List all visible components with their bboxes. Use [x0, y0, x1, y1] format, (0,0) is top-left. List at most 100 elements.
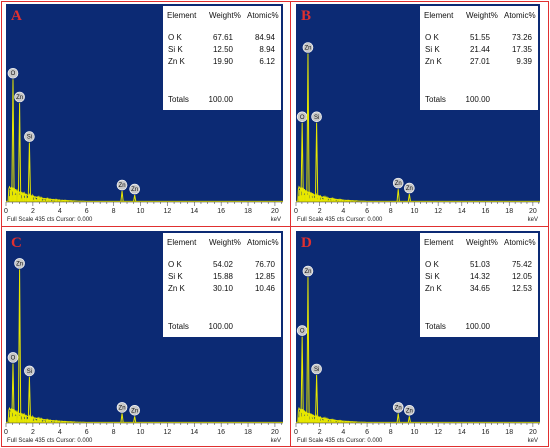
- x-tick-label: 0: [294, 208, 298, 215]
- x-axis-unit: keV: [271, 438, 281, 444]
- x-tick-label: 4: [58, 208, 62, 215]
- x-tick-label: 4: [341, 208, 345, 215]
- totals-value: 100.00: [209, 95, 234, 104]
- scale-footer: Full Scale 435 cts Cursor: 0.000: [297, 217, 383, 223]
- x-axis-unit: keV: [271, 217, 281, 223]
- table-header: Weight%: [466, 238, 498, 247]
- x-tick-label: 2: [318, 429, 322, 436]
- scale-footer: Full Scale 435 cts Cursor: 0.000: [297, 438, 383, 444]
- peak-marker-3: [116, 179, 128, 191]
- x-tick-label: 6: [365, 429, 369, 436]
- peak-label-4: Zn: [131, 408, 138, 414]
- peak-label-4: Zn: [406, 186, 413, 192]
- table-cell: 51.55: [470, 33, 491, 42]
- table-cell: Zn K: [425, 284, 443, 293]
- table-cell: 76.70: [255, 260, 276, 269]
- peak-marker-1: [14, 91, 25, 103]
- x-tick-label: 10: [137, 208, 145, 215]
- x-tick-label: 18: [244, 208, 252, 215]
- totals-value: 100.00: [209, 322, 234, 331]
- peak-marker-0: [7, 67, 19, 79]
- composition-table: [420, 233, 538, 337]
- horizontal-divider: [1, 226, 549, 227]
- table-cell: O K: [168, 33, 182, 42]
- composition-table: [163, 233, 281, 337]
- x-tick-label: 8: [112, 208, 116, 215]
- eds-chart-d: O Zn Si Zn Zn 0 2 4 6 8 10 12 14 16 18 20 keV Full Scale …: [294, 231, 540, 444]
- spectrum-background: [6, 185, 283, 202]
- table-header: Atomic%: [247, 238, 279, 247]
- x-tick-label: 12: [163, 208, 171, 215]
- eds-chart-b: O Zn Si Zn Zn 0 2 4 6 8 10 12 14 16 18 20 keV Full Scale …: [294, 4, 540, 223]
- totals-value: 100.00: [466, 95, 491, 104]
- table-cell: 27.01: [470, 57, 491, 66]
- peak-label-1: Zn: [16, 95, 23, 101]
- table-cell: 14.32: [470, 272, 491, 281]
- x-tick-label: 20: [529, 429, 537, 436]
- x-tick-label: 10: [137, 429, 145, 436]
- table-cell: Si K: [168, 45, 183, 54]
- peak-label-0: O: [11, 355, 16, 361]
- x-tick-label: 20: [271, 429, 279, 436]
- table-cell: 84.94: [255, 33, 276, 42]
- x-tick-label: 0: [4, 208, 8, 215]
- x-tick-label: 2: [31, 429, 35, 436]
- x-tick-label: 6: [85, 208, 89, 215]
- spectrum-peak-0: [300, 336, 304, 424]
- table-header: Atomic%: [504, 238, 536, 247]
- peak-label-2: Si: [314, 367, 319, 373]
- spectrum-background: [296, 185, 540, 202]
- table-cell: Zn K: [168, 284, 186, 293]
- x-tick-label: 12: [434, 208, 442, 215]
- panel-letter: B: [301, 8, 311, 24]
- peak-label-1: Zn: [16, 261, 23, 267]
- x-tick-label: 20: [271, 208, 279, 215]
- totals-label: Totals: [168, 95, 189, 104]
- x-tick-label: 0: [294, 429, 298, 436]
- table-cell: 15.88: [213, 272, 234, 281]
- table-cell: 51.03: [470, 260, 491, 269]
- table-cell: O K: [425, 33, 439, 42]
- peak-label-3: Zn: [119, 405, 126, 411]
- vertical-divider: [290, 1, 291, 447]
- x-tick-label: 18: [505, 208, 513, 215]
- x-tick-label: 0: [4, 429, 8, 436]
- spectrum-peak-2: [27, 376, 32, 424]
- table-header: Weight%: [466, 11, 498, 20]
- eds-chart-a: O Zn Si Zn Zn 0 2 4 6 8 10 12 14 16 18 20 keV Full Scale …: [4, 4, 283, 223]
- table-header: Atomic%: [504, 11, 536, 20]
- panel-letter: D: [301, 235, 312, 251]
- table-header: Element: [424, 238, 454, 247]
- peak-label-4: Zn: [406, 408, 413, 414]
- table-cell: 73.26: [512, 33, 533, 42]
- scale-footer: Full Scale 435 cts Cursor: 0.000: [7, 438, 93, 444]
- table-cell: 17.35: [512, 45, 533, 54]
- x-axis-unit: keV: [528, 217, 538, 223]
- table-cell: 6.12: [259, 57, 275, 66]
- spectrum-peak-0: [300, 122, 304, 203]
- x-tick-label: 4: [58, 429, 62, 436]
- peak-marker-2: [311, 363, 322, 375]
- table-cell: 54.02: [213, 260, 234, 269]
- peak-marker-1: [14, 258, 25, 269]
- table-header: Weight%: [209, 11, 241, 20]
- peak-label-2: Si: [27, 135, 32, 141]
- x-tick-label: 8: [112, 429, 116, 436]
- peak-marker-2: [24, 365, 35, 377]
- table-cell: 75.42: [512, 260, 533, 269]
- peak-marker-3: [116, 402, 128, 413]
- peak-label-2: Si: [27, 369, 32, 375]
- table-header: Element: [167, 238, 197, 247]
- x-tick-label: 8: [389, 429, 393, 436]
- x-tick-label: 2: [31, 208, 35, 215]
- peak-marker-2: [24, 131, 35, 142]
- table-cell: 12.50: [213, 45, 234, 54]
- eds-chart-c: O Zn Si Zn Zn 0 2 4 6 8 10 12 14 16 18 20 keV Full Scale …: [4, 231, 283, 444]
- peak-marker-3: [392, 177, 404, 189]
- table-cell: 30.10: [213, 284, 234, 293]
- table-cell: 34.65: [470, 284, 491, 293]
- spectrum-peak-3: [396, 413, 400, 424]
- peak-label-3: Zn: [395, 181, 402, 187]
- spectrum-peak-4: [407, 194, 412, 203]
